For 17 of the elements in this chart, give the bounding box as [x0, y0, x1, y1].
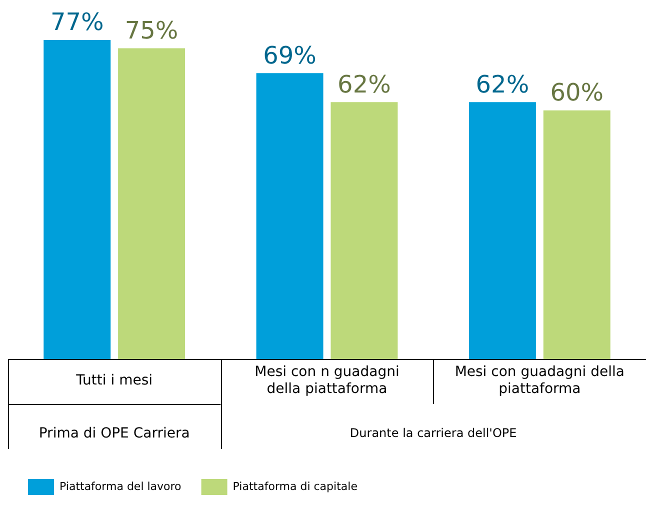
data-label: 75% — [124, 16, 178, 45]
bar — [543, 110, 610, 359]
bar — [468, 102, 536, 359]
data-label: 62% — [338, 70, 391, 98]
data-label: 69% — [263, 41, 316, 70]
bar — [330, 102, 398, 359]
data-label: 60% — [550, 78, 604, 107]
x-tick-label: Mesi con guadagni della piattaforma — [454, 364, 625, 398]
x-tick-label: Mesi con n guadagni della piattaforma — [254, 364, 400, 398]
legend-label: Piattaforma del lavoro — [60, 480, 182, 493]
bar — [118, 48, 186, 359]
data-label: 77% — [50, 8, 104, 36]
legend-label: Piattaforma di capitale — [232, 480, 358, 493]
data-label: 62% — [476, 70, 530, 98]
text: Durante la carriera dell'OPE — [350, 426, 517, 440]
bar — [256, 73, 324, 359]
bar — [44, 40, 111, 359]
